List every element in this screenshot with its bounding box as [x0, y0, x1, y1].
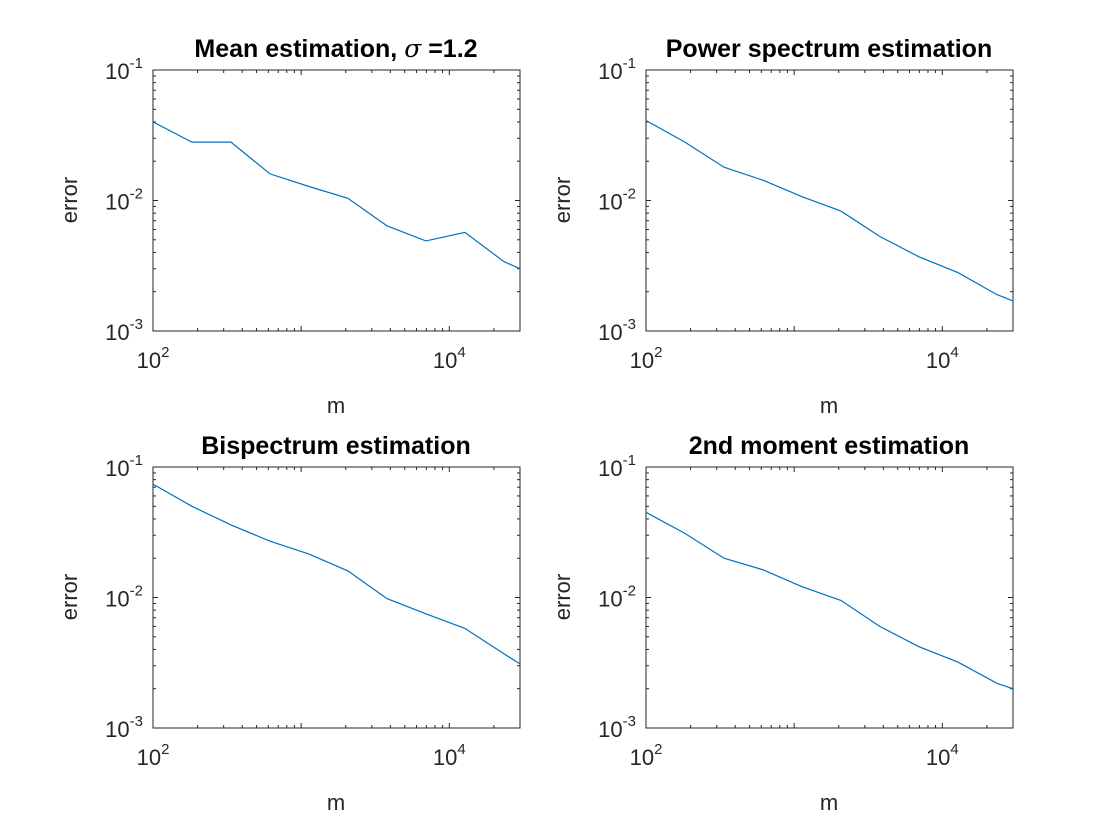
minor-ticks	[645, 69, 1014, 332]
y-tick-label: 10-2	[598, 583, 636, 612]
subplot-mean-estimation: Mean estimation, σ =1.2 m error 102 104 10…	[57, 34, 521, 418]
x-axis-label: m	[327, 393, 345, 418]
x-tick-label: 104	[926, 741, 959, 770]
title-rest: =1.2	[421, 35, 477, 63]
chart-title: Mean estimation, σ =1.2	[194, 34, 477, 63]
y-tick-label: 10-1	[598, 55, 636, 84]
y-tick-label: 10-3	[598, 713, 636, 742]
y-tick-label: 10-3	[105, 316, 143, 345]
y-axis-label: error	[550, 574, 575, 620]
y-tick-label: 10-2	[105, 186, 143, 215]
y-tick-label: 10-2	[105, 583, 143, 612]
x-tick-label: 102	[630, 344, 663, 373]
series-line	[645, 119, 1014, 302]
x-axis-label: m	[820, 393, 838, 418]
minor-ticks	[645, 466, 1014, 729]
subplot-2nd-moment-estimation: 2nd moment estimation m error 102 104 10-1…	[550, 432, 1014, 815]
series-line	[152, 483, 521, 665]
y-tick-label: 10-1	[105, 55, 143, 84]
sigma-symbol: σ	[404, 34, 422, 63]
plot-area	[152, 69, 521, 332]
minor-ticks	[152, 466, 521, 729]
y-tick-label: 10-2	[598, 186, 636, 215]
y-tick-label: 10-3	[598, 316, 636, 345]
plot-area	[645, 69, 1014, 332]
plot-area	[645, 466, 1014, 729]
series-line	[645, 511, 1014, 690]
subplot-power-spectrum-estimation: Power spectrum estimation m error 102 104…	[550, 35, 1014, 418]
x-axis-label: m	[327, 790, 345, 815]
x-tick-label: 102	[137, 344, 170, 373]
y-tick-label: 10-1	[598, 452, 636, 481]
series-line	[152, 121, 521, 270]
y-tick-label: 10-3	[105, 713, 143, 742]
x-tick-label: 104	[433, 741, 466, 770]
chart-title: Power spectrum estimation	[666, 35, 992, 63]
x-tick-label: 104	[926, 344, 959, 373]
y-tick-label: 10-1	[105, 452, 143, 481]
plot-area	[152, 466, 521, 729]
x-tick-label: 102	[630, 741, 663, 770]
x-tick-label: 104	[433, 344, 466, 373]
y-axis-label: error	[57, 574, 82, 620]
y-axis-label: error	[550, 177, 575, 223]
subplot-bispectrum-estimation: Bispectrum estimation m error 102 104 10-1…	[57, 432, 521, 815]
x-tick-label: 102	[137, 741, 170, 770]
title-main: Mean estimation,	[194, 35, 404, 63]
chart-title: Bispectrum estimation	[201, 432, 471, 460]
minor-ticks	[152, 69, 521, 332]
y-axis-label: error	[57, 177, 82, 223]
x-axis-label: m	[820, 790, 838, 815]
chart-title: 2nd moment estimation	[689, 432, 970, 460]
